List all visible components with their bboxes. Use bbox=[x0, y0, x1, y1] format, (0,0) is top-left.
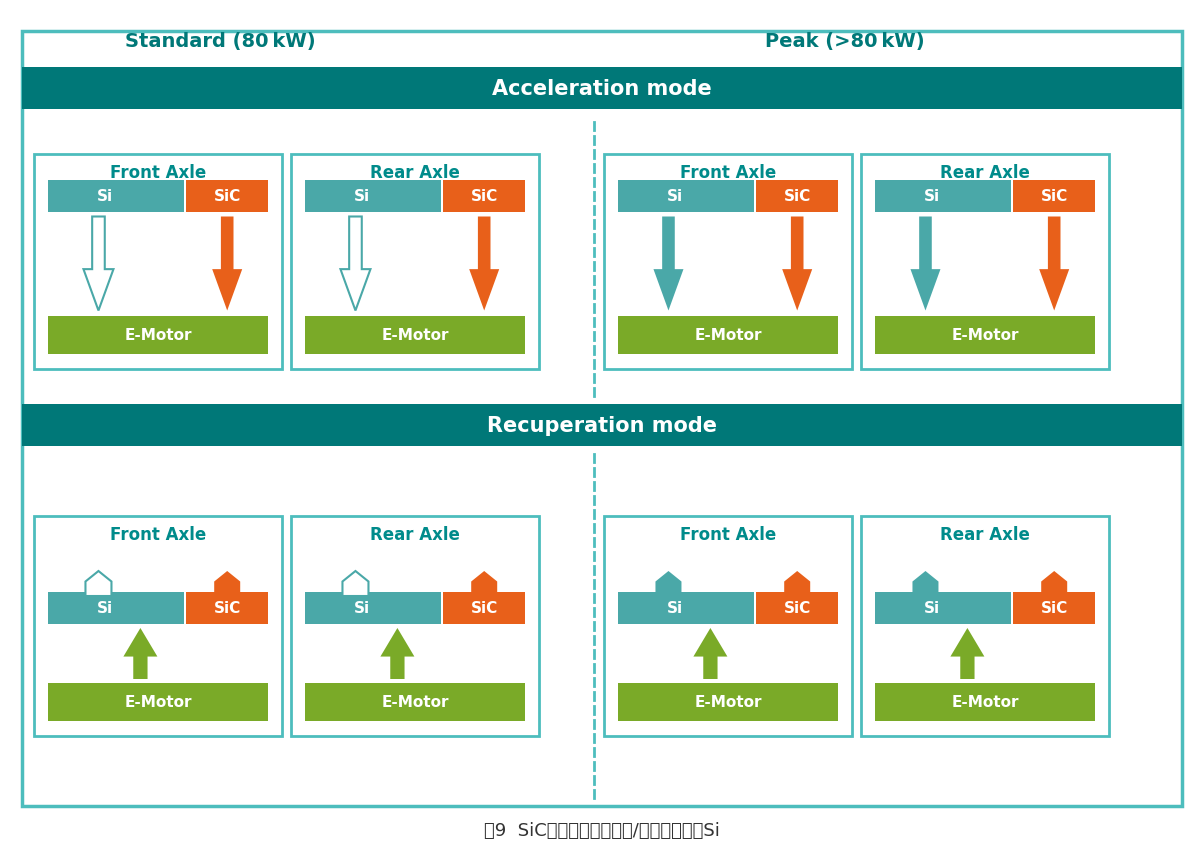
Bar bbox=[604, 517, 852, 736]
Text: Si: Si bbox=[667, 189, 684, 203]
Bar bbox=[187, 181, 268, 212]
Text: SiC: SiC bbox=[213, 601, 241, 616]
Polygon shape bbox=[85, 571, 112, 597]
Text: Si: Si bbox=[925, 601, 940, 616]
Text: Front Axle: Front Axle bbox=[110, 525, 206, 544]
Bar bbox=[22, 68, 1182, 110]
Text: E-Motor: E-Motor bbox=[382, 695, 449, 710]
Polygon shape bbox=[380, 628, 414, 679]
Bar bbox=[618, 181, 755, 212]
Bar bbox=[875, 683, 1094, 721]
Polygon shape bbox=[123, 628, 158, 679]
Text: Rear Axle: Rear Axle bbox=[940, 163, 1029, 181]
Polygon shape bbox=[694, 628, 727, 679]
Polygon shape bbox=[341, 217, 371, 311]
Text: Front Axle: Front Axle bbox=[680, 163, 777, 181]
Bar bbox=[861, 154, 1109, 369]
Text: Rear Axle: Rear Axle bbox=[370, 525, 460, 544]
Text: Front Axle: Front Axle bbox=[110, 163, 206, 181]
Bar bbox=[618, 683, 838, 721]
Polygon shape bbox=[471, 571, 497, 597]
Bar bbox=[1014, 181, 1094, 212]
Text: E-Motor: E-Motor bbox=[695, 695, 762, 710]
Text: Si: Si bbox=[98, 189, 113, 203]
Polygon shape bbox=[342, 571, 368, 597]
Text: SiC: SiC bbox=[784, 189, 810, 203]
Text: E-Motor: E-Motor bbox=[951, 327, 1019, 343]
Bar bbox=[305, 683, 525, 721]
Polygon shape bbox=[950, 628, 985, 679]
Bar bbox=[291, 154, 539, 369]
Polygon shape bbox=[214, 571, 241, 597]
Bar bbox=[618, 316, 838, 354]
Text: Standard (80 kW): Standard (80 kW) bbox=[125, 31, 315, 51]
Polygon shape bbox=[654, 217, 684, 311]
Polygon shape bbox=[655, 571, 681, 597]
Text: SiC: SiC bbox=[1040, 601, 1068, 616]
Bar bbox=[875, 316, 1094, 354]
Bar bbox=[756, 592, 838, 625]
Text: Peak (>80 kW): Peak (>80 kW) bbox=[766, 31, 925, 51]
Bar bbox=[305, 592, 442, 625]
Bar bbox=[443, 592, 525, 625]
Bar bbox=[756, 181, 838, 212]
Text: Si: Si bbox=[354, 601, 371, 616]
Bar bbox=[861, 517, 1109, 736]
Bar bbox=[1014, 592, 1094, 625]
Text: SiC: SiC bbox=[1040, 189, 1068, 203]
Bar bbox=[48, 592, 184, 625]
Bar bbox=[48, 181, 184, 212]
Text: 图9  SiC适配常规动力驱动/峰值性能启用Si: 图9 SiC适配常规动力驱动/峰值性能启用Si bbox=[484, 821, 720, 839]
Text: Rear Axle: Rear Axle bbox=[370, 163, 460, 181]
Text: Si: Si bbox=[925, 189, 940, 203]
Text: Si: Si bbox=[98, 601, 113, 616]
Text: Front Axle: Front Axle bbox=[680, 525, 777, 544]
Bar bbox=[305, 316, 525, 354]
Bar bbox=[291, 517, 539, 736]
Polygon shape bbox=[83, 217, 113, 311]
Bar bbox=[187, 592, 268, 625]
Text: Rear Axle: Rear Axle bbox=[940, 525, 1029, 544]
Polygon shape bbox=[1041, 571, 1067, 597]
Polygon shape bbox=[910, 217, 940, 311]
Polygon shape bbox=[913, 571, 938, 597]
Text: SiC: SiC bbox=[471, 189, 497, 203]
Bar bbox=[34, 517, 282, 736]
Polygon shape bbox=[470, 217, 500, 311]
Text: E-Motor: E-Motor bbox=[124, 327, 191, 343]
Text: Si: Si bbox=[354, 189, 371, 203]
Text: E-Motor: E-Motor bbox=[951, 695, 1019, 710]
Bar bbox=[34, 154, 282, 369]
Polygon shape bbox=[1039, 217, 1069, 311]
Polygon shape bbox=[783, 217, 813, 311]
Polygon shape bbox=[784, 571, 810, 597]
Text: E-Motor: E-Motor bbox=[695, 327, 762, 343]
Bar bbox=[48, 683, 268, 721]
Text: Acceleration mode: Acceleration mode bbox=[492, 78, 712, 99]
Polygon shape bbox=[212, 217, 242, 311]
Bar bbox=[443, 181, 525, 212]
Text: Si: Si bbox=[667, 601, 684, 616]
Text: E-Motor: E-Motor bbox=[382, 327, 449, 343]
Text: Recuperation mode: Recuperation mode bbox=[486, 415, 718, 436]
Text: SiC: SiC bbox=[784, 601, 810, 616]
Bar bbox=[22, 404, 1182, 446]
Bar bbox=[604, 154, 852, 369]
Bar bbox=[48, 316, 268, 354]
Text: E-Motor: E-Motor bbox=[124, 695, 191, 710]
Bar bbox=[875, 181, 1011, 212]
Text: SiC: SiC bbox=[471, 601, 497, 616]
Bar bbox=[875, 592, 1011, 625]
Text: SiC: SiC bbox=[213, 189, 241, 203]
Bar bbox=[618, 592, 755, 625]
Bar bbox=[305, 181, 442, 212]
